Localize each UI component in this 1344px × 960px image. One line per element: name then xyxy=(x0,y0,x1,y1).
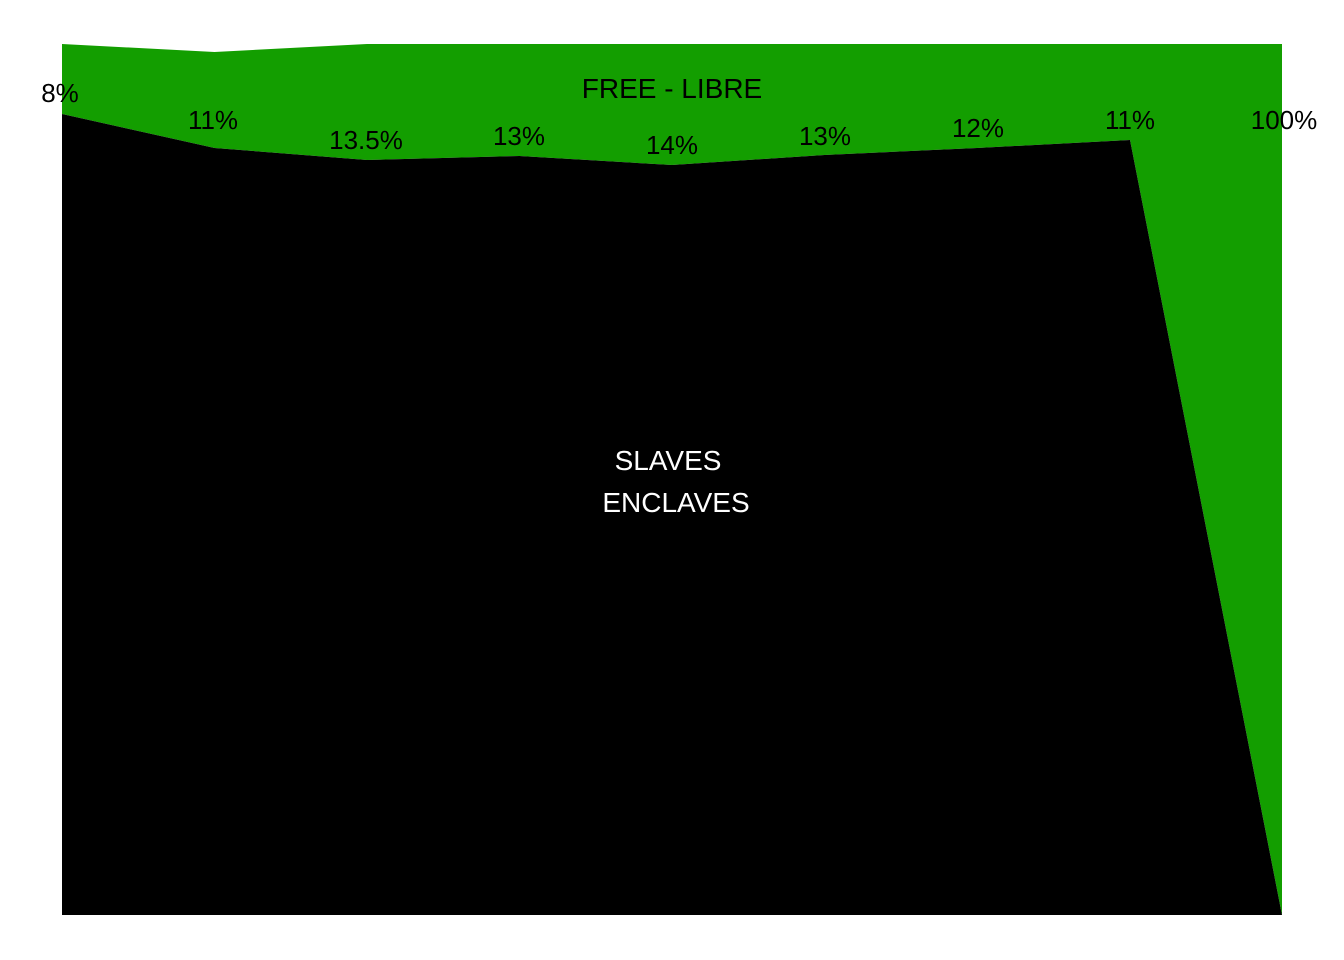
data-label-4: 14% xyxy=(646,130,698,160)
slaves-area xyxy=(62,114,1282,915)
free-area xyxy=(62,44,1282,915)
slaves-region-label-line1: SLAVES xyxy=(615,445,722,476)
data-label-7: 11% xyxy=(1105,105,1155,135)
data-label-8: 100% xyxy=(1251,105,1318,135)
data-label-1: 11% xyxy=(188,105,238,135)
data-label-5: 13% xyxy=(799,121,851,151)
free-region-label: FREE - LIBRE xyxy=(582,73,762,104)
data-labels: 8% 11% 13.5% 13% 14% 13% 12% 11% 100% xyxy=(41,78,1317,160)
data-label-3: 13% xyxy=(493,121,545,151)
data-label-2: 13.5% xyxy=(329,125,403,155)
slaves-region-label-line2: ENCLAVES xyxy=(602,487,749,518)
data-label-0: 8% xyxy=(41,78,79,108)
data-label-6: 12% xyxy=(952,113,1004,143)
